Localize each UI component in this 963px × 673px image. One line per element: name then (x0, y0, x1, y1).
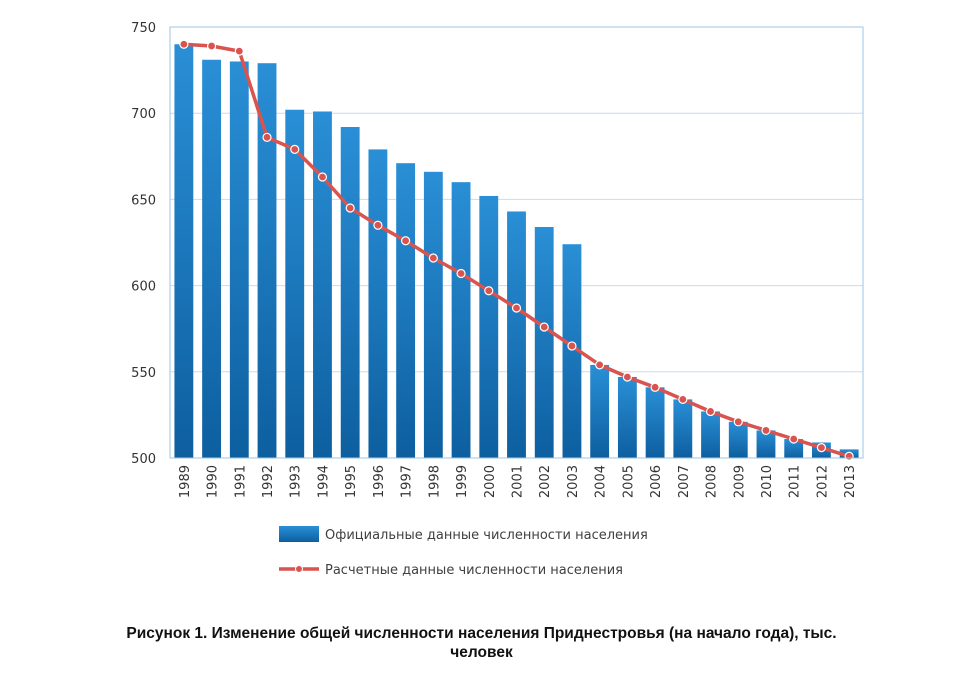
line-point (567, 341, 577, 351)
line-point (206, 41, 217, 51)
line-point (234, 46, 244, 56)
line-point (595, 360, 605, 370)
legend: Официальные данные численности населения… (279, 526, 648, 578)
bar (701, 411, 720, 458)
y-tick-label: 700 (131, 107, 156, 122)
legend-swatch-marker (295, 565, 303, 573)
line-point (456, 268, 466, 279)
bar (229, 61, 249, 458)
bar (423, 171, 443, 459)
x-tick-label: 2012 (815, 465, 830, 498)
x-tick-label: 1999 (455, 465, 470, 498)
caption-line-1: Рисунок 1. Изменение общей численности н… (126, 625, 837, 642)
line-series (179, 39, 854, 461)
line-point (179, 39, 189, 49)
x-tick-label: 2006 (649, 465, 664, 498)
caption-line-2: человек (450, 644, 513, 661)
x-tick-label: 1996 (372, 465, 387, 498)
line-point (705, 406, 716, 417)
bar (507, 211, 526, 458)
line-point (622, 372, 632, 382)
x-tick-label: 1989 (178, 465, 193, 498)
x-tick-label: 1990 (206, 465, 221, 498)
line-point (345, 203, 355, 213)
line-point (761, 425, 771, 436)
x-tick-label: 1992 (261, 465, 276, 498)
x-tick-label: 2007 (677, 465, 692, 498)
line-point (678, 394, 688, 404)
line-point (373, 220, 383, 230)
bar (174, 44, 194, 459)
x-tick-label: 2008 (705, 465, 720, 498)
y-tick-label: 500 (131, 452, 156, 467)
bar (340, 126, 360, 458)
legend-item-official: Официальные данные численности населения (279, 526, 648, 543)
bar (257, 63, 277, 458)
line-point (290, 144, 300, 155)
line-point (733, 417, 743, 427)
figure-caption: Рисунок 1. Изменение общей численности н… (0, 624, 963, 662)
line-point (401, 236, 411, 246)
x-tick-label: 1991 (233, 465, 248, 498)
x-tick-label: 2001 (511, 465, 526, 498)
bar (756, 430, 776, 458)
bar (617, 376, 637, 458)
bar (728, 421, 748, 458)
line-point (262, 132, 272, 142)
x-tick-label: 1998 (427, 465, 442, 498)
x-tick-label: 2004 (594, 465, 609, 498)
bar (396, 163, 416, 459)
bar (645, 387, 665, 458)
x-tick-label: 1997 (400, 465, 415, 498)
y-tick-label: 650 (131, 193, 156, 208)
x-tick-label: 1995 (344, 465, 359, 498)
line-point (650, 382, 660, 392)
bar (479, 195, 499, 458)
x-tick-label: 2003 (566, 465, 581, 498)
bar (562, 244, 582, 458)
line-point (317, 172, 328, 182)
line-point (789, 434, 799, 444)
line-point (816, 443, 827, 453)
x-axis-ticks: 1989 1990 1991 1992 1993 1994 1995 1996 1997 1998… (178, 465, 858, 498)
bar (285, 109, 305, 458)
line-point (539, 322, 549, 332)
y-axis-ticks: 500 550 600 650 700 750 (131, 21, 156, 467)
x-tick-label: 2000 (483, 465, 498, 498)
x-tick-label: 2005 (621, 465, 636, 498)
y-tick-label: 550 (131, 366, 156, 381)
bar (673, 399, 693, 458)
x-tick-label: 2002 (538, 465, 553, 498)
bar (368, 149, 388, 459)
x-tick-label: 2011 (788, 465, 803, 498)
legend-label-official: Официальные данные численности населения (325, 528, 648, 543)
x-tick-label: 1993 (289, 465, 304, 498)
x-tick-label: 1994 (316, 465, 331, 498)
legend-label-estimated: Расчетные данные численности населения (325, 563, 623, 578)
line-point (511, 303, 522, 313)
legend-item-estimated: Расчетные данные численности населения (279, 563, 623, 578)
x-tick-label: 2010 (760, 465, 775, 498)
legend-swatch-bar (279, 526, 319, 542)
bar (590, 364, 610, 458)
bar-series (174, 44, 859, 459)
bar (534, 226, 554, 458)
x-tick-label: 2009 (732, 465, 747, 498)
bar (784, 439, 804, 458)
bar (451, 182, 471, 458)
y-tick-label: 750 (131, 21, 156, 36)
line-point (428, 253, 438, 263)
line-point (844, 451, 854, 461)
bar (202, 59, 222, 458)
y-tick-label: 600 (131, 280, 156, 295)
line-point (484, 286, 494, 296)
x-tick-label: 2013 (843, 465, 858, 498)
plot-area-frame (169, 26, 864, 459)
bar (313, 111, 332, 458)
